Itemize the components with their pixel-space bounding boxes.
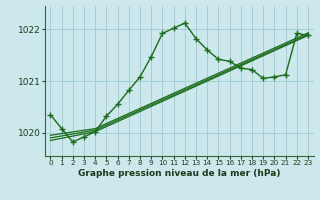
- X-axis label: Graphe pression niveau de la mer (hPa): Graphe pression niveau de la mer (hPa): [78, 169, 280, 178]
